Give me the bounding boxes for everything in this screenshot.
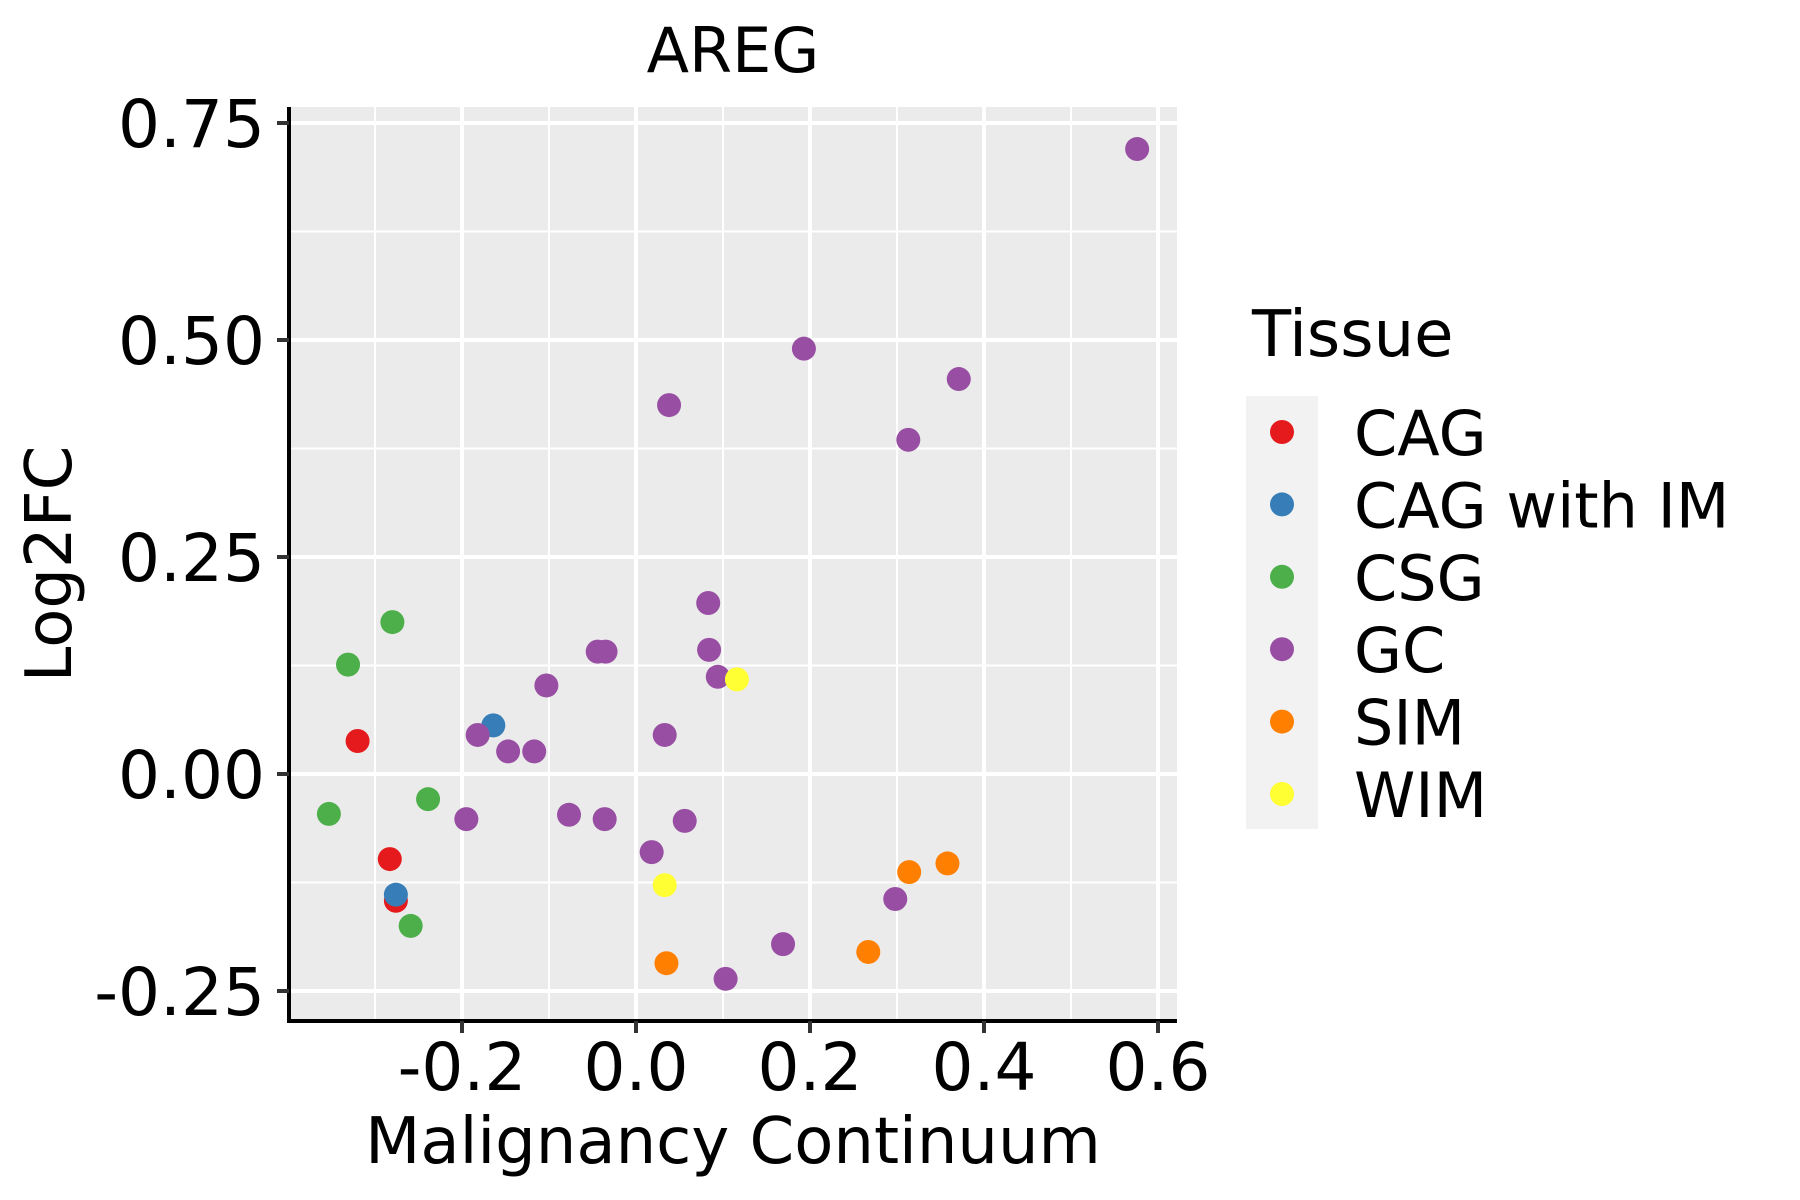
legend-key-wim: [1270, 782, 1294, 806]
point-gc: [652, 722, 677, 747]
point-gc: [454, 807, 479, 832]
legend-key-cag-with-im: [1270, 492, 1294, 517]
point-sim: [654, 951, 679, 976]
point-gc: [657, 393, 682, 418]
legend-key-sim: [1270, 709, 1294, 734]
point-csg: [336, 652, 361, 677]
x-axis-title: Malignancy Continuum: [365, 1105, 1101, 1179]
point-gc: [946, 367, 971, 392]
legend-label-csg: CSG: [1354, 542, 1485, 615]
y-axis-ticks: -0.25 0.00 0.25 0.50 0.75: [94, 86, 289, 1031]
point-gc: [672, 808, 697, 833]
point-gc: [791, 336, 816, 361]
point-gc: [522, 739, 547, 764]
legend-key-cag: [1270, 420, 1294, 444]
y-tick-label: 0.75: [118, 86, 265, 163]
point-wim: [652, 873, 677, 898]
point-gc: [593, 639, 618, 664]
x-axis-ticks: -0.2 0.0 0.2 0.4 0.6: [398, 1021, 1211, 1106]
legend-label-wim: WIM: [1354, 759, 1487, 832]
point-gc: [465, 722, 490, 747]
point-gc: [883, 886, 908, 911]
plot-panel: [289, 107, 1177, 1021]
x-tick-label: 0.4: [932, 1029, 1037, 1106]
point-gc: [592, 807, 617, 832]
point-sim: [856, 939, 881, 964]
point-gc: [1125, 137, 1150, 162]
x-tick-label: 0.6: [1106, 1029, 1211, 1106]
point-gc: [534, 673, 559, 698]
point-gc: [639, 840, 664, 865]
point-csg: [380, 610, 405, 635]
minor-gridlines: [289, 107, 1177, 1021]
legend-label-cag: CAG: [1354, 397, 1487, 470]
y-tick-label: 0.50: [118, 303, 265, 380]
point-gc: [696, 591, 721, 616]
point-gc: [771, 932, 796, 957]
x-tick-label: -0.2: [398, 1029, 527, 1106]
major-gridlines: [289, 107, 1177, 1021]
point-gc: [557, 802, 582, 827]
x-tick-label: 0.2: [758, 1029, 863, 1106]
legend-key-gc: [1270, 637, 1294, 662]
point-cag: [377, 847, 402, 872]
legend-label-gc: GC: [1354, 614, 1445, 687]
point-wim: [724, 667, 749, 692]
point-cag-with-im: [383, 882, 408, 907]
point-gc: [896, 427, 921, 452]
y-tick-label: -0.25: [94, 954, 265, 1031]
point-csg: [398, 913, 423, 938]
point-sim: [935, 851, 960, 876]
y-tick-label: 0.25: [118, 520, 265, 597]
point-csg: [316, 801, 341, 826]
data-points: [316, 137, 1150, 991]
legend-label-sim: SIM: [1354, 687, 1465, 760]
point-gc: [713, 966, 738, 991]
point-csg: [416, 787, 441, 812]
legend-title: Tissue: [1251, 298, 1454, 372]
legend-key-background: [1246, 396, 1318, 829]
point-gc: [705, 664, 730, 689]
y-tick-label: 0.00: [118, 737, 265, 814]
point-cag: [345, 729, 370, 754]
y-axis-title: Log2FC: [13, 446, 87, 683]
chart-title: AREG: [647, 14, 820, 87]
point-sim: [897, 860, 922, 885]
legend-key-csg: [1270, 564, 1294, 589]
point-gc: [496, 739, 521, 764]
x-tick-label: 0.0: [584, 1029, 689, 1106]
point-gc: [697, 637, 722, 662]
legend-label-cag-with-im: CAG with IM: [1354, 469, 1729, 542]
